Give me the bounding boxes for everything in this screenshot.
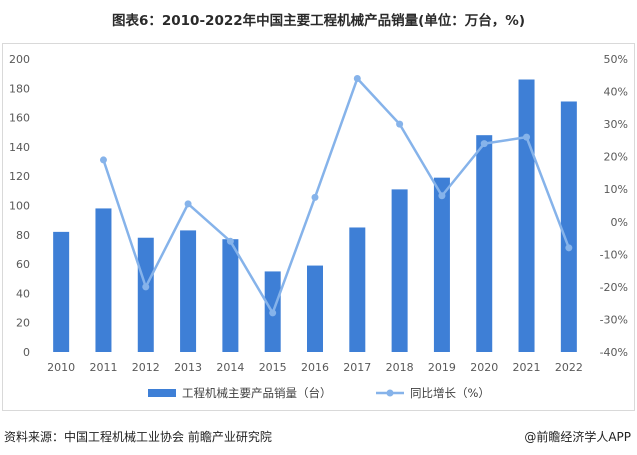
bar-2017 (349, 227, 366, 352)
bar-2016 (307, 265, 323, 352)
left-tick-label: 40 (16, 287, 30, 300)
right-tick-label: -40% (600, 346, 628, 359)
growth-point-2016 (311, 193, 319, 201)
source-note: 资料来源：中国工程机械工业协会 前瞻产业研究院 (4, 430, 272, 444)
bar-2019 (433, 177, 450, 352)
right-tick-label: 10% (604, 183, 628, 196)
growth-point-2015 (269, 309, 277, 317)
left-tick-label: 140 (9, 141, 30, 154)
growth-line (102, 77, 571, 315)
left-tick-label: 200 (9, 53, 30, 66)
right-tick-label: 40% (604, 86, 628, 99)
bar-2022 (560, 101, 577, 352)
left-axis: 0 20 40 60 80 100 120 140 160 180 200 (9, 53, 30, 359)
left-tick-label: 20 (16, 317, 30, 330)
legend-line-marker (386, 389, 394, 397)
left-tick-label: 0 (23, 346, 30, 359)
right-tick-label: 30% (604, 118, 628, 131)
x-tick-label: 2012 (132, 361, 160, 374)
x-tick-label: 2018 (386, 361, 414, 374)
x-tick-label: 2021 (513, 361, 541, 374)
credit-note: @前瞻经济学人APP (524, 430, 631, 444)
right-tick-label: 0% (611, 216, 628, 229)
right-axis: -40% -30% -20% -10% 0% 10% 20% 30% 40% 50% (600, 53, 628, 359)
bar-2021 (518, 79, 535, 352)
left-tick-label: 80 (16, 229, 30, 242)
left-tick-label: 120 (9, 170, 30, 183)
x-tick-label: 2010 (47, 361, 75, 374)
x-tick-label: 2014 (216, 361, 244, 374)
legend-bar-swatch (148, 389, 176, 397)
left-tick-label: 100 (9, 200, 30, 213)
right-tick-label: 20% (604, 151, 628, 164)
x-tick-label: 2017 (343, 361, 371, 374)
bar-2018 (391, 189, 408, 352)
x-tick-label: 2013 (174, 361, 202, 374)
growth-point-2018 (396, 120, 404, 128)
bar-2011 (95, 208, 112, 352)
right-tick-label: -10% (600, 248, 628, 261)
growth-point-2021 (523, 133, 531, 141)
chart-title: 图表6：2010-2022年中国主要工程机械产品销量(单位：万台，%) (111, 13, 525, 29)
right-tick-label: 50% (604, 53, 628, 66)
growth-point-2020 (480, 140, 488, 148)
bar-2012 (137, 237, 154, 352)
growth-point-2013 (184, 200, 192, 208)
growth-point-2017 (353, 75, 361, 83)
bar-series (53, 79, 577, 352)
x-tick-label: 2011 (89, 361, 117, 374)
x-tick-label: 2015 (259, 361, 287, 374)
bar-2014 (222, 239, 239, 352)
growth-point-2022 (565, 244, 573, 252)
x-axis: 2010 2011 2012 2013 2014 2015 2016 2017 2018 2019… (47, 361, 583, 374)
line-series (99, 75, 573, 317)
growth-point-2011 (99, 156, 107, 164)
growth-point-2014 (226, 237, 234, 245)
bar-2010 (53, 231, 70, 352)
x-tick-label: 2019 (428, 361, 456, 374)
legend-line-label: 同比增长（%） (410, 386, 490, 400)
legend-bar-label: 工程机械主要产品销量（台） (182, 386, 332, 400)
x-tick-label: 2016 (301, 361, 329, 374)
growth-point-2019 (438, 192, 446, 200)
right-tick-label: -30% (600, 313, 628, 326)
right-tick-label: -20% (600, 281, 628, 294)
x-tick-label: 2022 (555, 361, 583, 374)
left-tick-label: 180 (9, 82, 30, 95)
bar-2013 (180, 230, 197, 352)
growth-point-2012 (142, 283, 150, 291)
x-tick-label: 2020 (470, 361, 498, 374)
legend: 工程机械主要产品销量（台） 同比增长（%） (148, 386, 490, 400)
bar-2020 (476, 135, 493, 352)
left-tick-label: 60 (16, 258, 30, 271)
left-tick-label: 160 (9, 112, 30, 125)
